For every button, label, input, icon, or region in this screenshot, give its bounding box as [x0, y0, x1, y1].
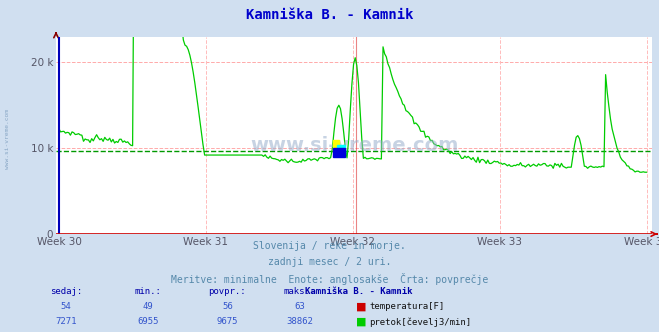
- Text: www.si-vreme.com: www.si-vreme.com: [250, 136, 459, 155]
- Text: povpr.:: povpr.:: [208, 287, 246, 296]
- Text: ■: ■: [356, 317, 366, 327]
- Text: 56: 56: [222, 302, 233, 311]
- Text: Meritve: minimalne  Enote: anglosakše  Črta: povprečje: Meritve: minimalne Enote: anglosakše Črt…: [171, 273, 488, 285]
- Text: 63: 63: [295, 302, 305, 311]
- Text: 49: 49: [143, 302, 154, 311]
- Text: www.si-vreme.com: www.si-vreme.com: [5, 110, 11, 169]
- Text: Slovenija / reke in morje.: Slovenija / reke in morje.: [253, 241, 406, 251]
- Text: Kamniška B. - Kamnik: Kamniška B. - Kamnik: [246, 8, 413, 22]
- Text: maks.:: maks.:: [284, 287, 316, 296]
- Bar: [333, 140, 339, 151]
- Text: sedaj:: sedaj:: [50, 287, 82, 296]
- Text: temperatura[F]: temperatura[F]: [369, 302, 444, 311]
- Text: 54: 54: [61, 302, 71, 311]
- Text: min.:: min.:: [135, 287, 161, 296]
- Text: pretok[čevelj3/min]: pretok[čevelj3/min]: [369, 317, 471, 327]
- Text: ■: ■: [356, 302, 366, 312]
- Text: 7271: 7271: [55, 317, 76, 326]
- Text: 38862: 38862: [287, 317, 313, 326]
- Bar: [333, 148, 345, 157]
- Text: 6955: 6955: [138, 317, 159, 326]
- Text: zadnji mesec / 2 uri.: zadnji mesec / 2 uri.: [268, 257, 391, 267]
- Text: Kamniška B. - Kamnik: Kamniška B. - Kamnik: [305, 287, 413, 296]
- Bar: [337, 145, 345, 154]
- Text: 9675: 9675: [217, 317, 238, 326]
